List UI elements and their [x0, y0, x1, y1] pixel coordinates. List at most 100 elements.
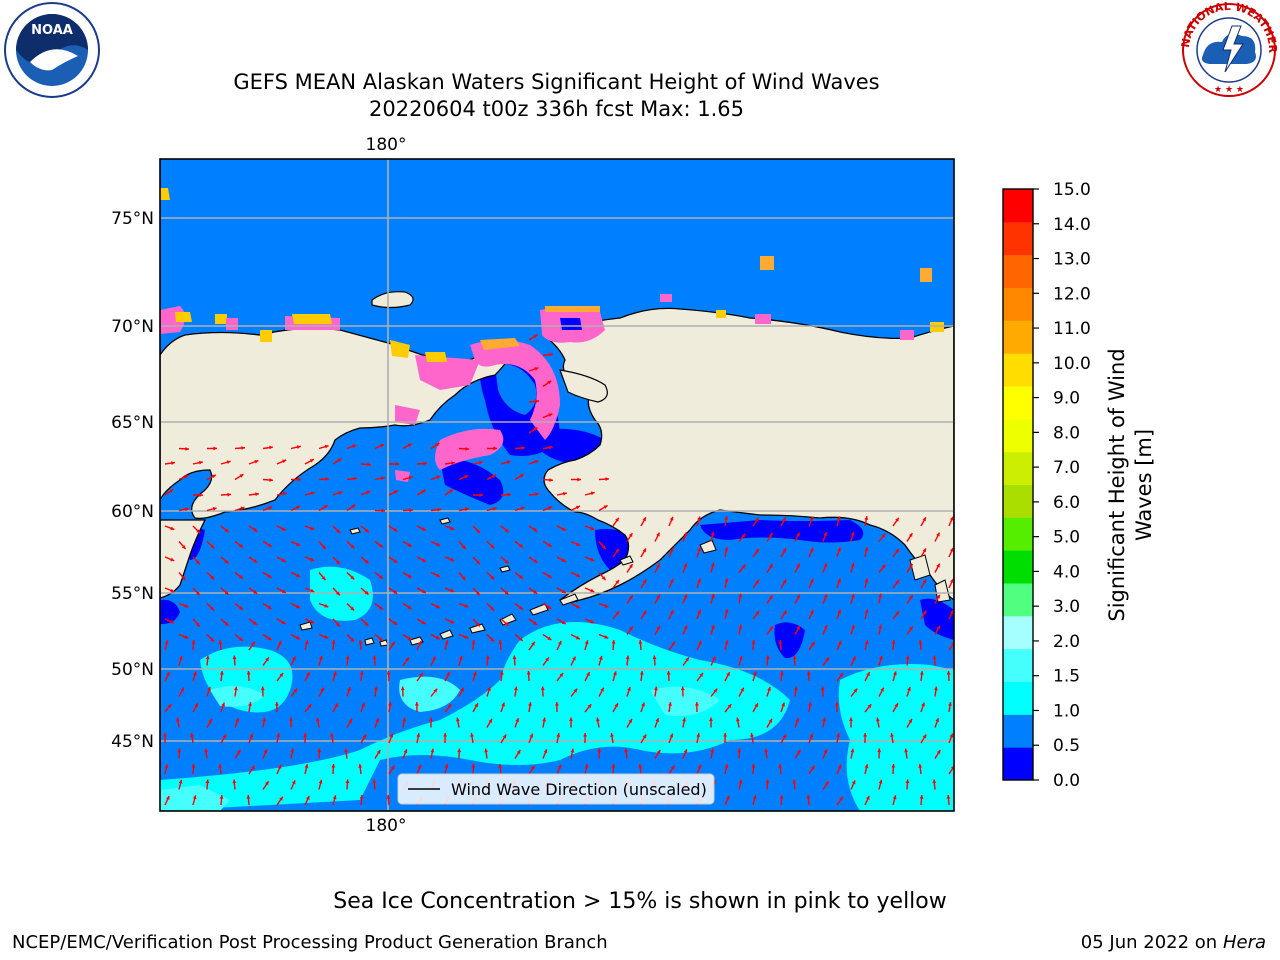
wave-direction-arrow	[768, 810, 771, 811]
wave-direction-arrowhead	[935, 718, 940, 723]
wave-direction-arrowhead	[391, 641, 395, 646]
lat-labels: 75°N 70°N 65°N 60°N 55°N 50°N 45°N	[111, 209, 154, 752]
wave-direction-arrowhead	[393, 621, 398, 625]
wave-direction-arrowhead	[289, 717, 293, 722]
wave-direction-arrowhead	[936, 532, 940, 537]
wave-direction-arrowhead	[211, 474, 216, 479]
wave-direction-arrowhead	[867, 704, 872, 709]
wave-direction-arrowhead	[303, 733, 308, 737]
wave-direction-arrowhead	[908, 533, 913, 538]
wave-direction-arrowhead	[304, 640, 309, 645]
wave-direction-arrowhead	[712, 656, 716, 661]
noaa-logo-text: NOAA	[31, 23, 73, 38]
wave-direction-arrowhead	[239, 543, 244, 548]
wave-direction-arrowhead	[478, 460, 483, 465]
wave-direction-arrowhead	[464, 635, 469, 639]
wave-direction-arrowhead	[436, 542, 441, 546]
wave-direction-arrowhead	[348, 718, 352, 723]
wave-direction-arrowhead	[457, 748, 462, 753]
wave-direction-arrowhead	[604, 635, 609, 639]
wave-direction-arrowhead	[224, 528, 229, 533]
colorbar-tick-label: 12.0	[1053, 284, 1091, 304]
wave-direction-arrowhead	[170, 619, 175, 624]
wave-direction-arrowhead	[590, 619, 595, 624]
wave-direction-arrow	[681, 810, 684, 811]
wave-direction-arrowhead	[306, 672, 310, 677]
wave-direction-arrowhead	[501, 702, 505, 707]
wave-direction-arrowhead	[315, 717, 320, 722]
wave-direction-arrowhead	[768, 564, 773, 569]
wave-direction-arrowhead	[904, 748, 908, 753]
wave-direction-arrowhead	[334, 703, 338, 708]
wave-direction-arrowhead	[751, 640, 756, 644]
wave-direction-arrowhead	[755, 611, 760, 616]
wave-direction-arrow	[319, 812, 323, 821]
wave-direction-arrowhead	[796, 563, 800, 568]
wave-direction-arrowhead	[595, 717, 600, 722]
wave-direction-arrowhead	[615, 548, 619, 553]
wave-direction-arrowhead	[559, 673, 564, 677]
wave-direction-arrowhead	[895, 517, 899, 522]
wave-direction-arrowhead	[753, 671, 757, 676]
wave-direction-arrowhead	[724, 547, 729, 552]
wave-direction-arrowhead	[444, 764, 449, 769]
wave-direction-arrowhead	[949, 516, 954, 521]
wave-direction-arrowhead	[282, 459, 287, 464]
wave-direction-arrowhead	[518, 606, 523, 610]
wave-direction-arrowhead	[642, 548, 646, 553]
wave-direction-arrowhead	[949, 733, 954, 738]
wave-direction-arrowhead	[656, 563, 660, 568]
wave-direction-arrowhead	[407, 443, 412, 448]
wave-direction-arrowhead	[436, 475, 441, 480]
wave-direction-arrowhead	[615, 517, 619, 522]
wave-direction-arrowhead	[600, 687, 604, 692]
wave-direction-arrowhead	[543, 749, 548, 754]
wave-direction-arrowhead	[227, 492, 231, 497]
wave-direction-arrowhead	[628, 718, 632, 723]
wave-direction-arrowhead	[498, 640, 503, 644]
wave-direction-arrowhead	[711, 593, 715, 598]
wave-direction-arrowhead	[755, 517, 759, 522]
wave-direction-arrow	[711, 812, 717, 820]
colorbar-segment	[1003, 714, 1033, 748]
wave-direction-arrowhead	[794, 686, 798, 691]
wave-direction-arrowhead	[461, 545, 466, 549]
lat-label-70: 70°N	[111, 317, 154, 337]
wave-direction-arrowhead	[837, 578, 841, 583]
wave-direction-arrowhead	[291, 780, 296, 785]
wave-direction-arrowhead	[839, 673, 844, 677]
wave-direction-arrowhead	[918, 764, 923, 768]
nws-logo: NATIONAL WEATHER SERVICE ★ ★ ★	[1177, 0, 1279, 97]
wave-direction-arrowhead	[683, 563, 688, 568]
wave-direction-arrowhead	[473, 671, 477, 676]
wave-direction-arrowhead	[249, 733, 254, 738]
wave-direction-arrowhead	[853, 688, 858, 693]
wave-direction-arrowhead	[350, 575, 355, 580]
wave-direction-arrowhead	[372, 655, 377, 660]
aleutian-islands	[299, 517, 634, 647]
svg-text:★ ★ ★: ★ ★ ★	[1214, 85, 1244, 95]
map-frame	[159, 158, 955, 812]
wave-direction-arrowhead	[475, 622, 480, 627]
wave-direction-arrowhead	[823, 532, 828, 537]
wave-direction-arrowhead	[782, 517, 786, 522]
lon-label-top: 180°	[366, 135, 407, 155]
wave-direction-arrowhead	[180, 687, 184, 692]
colorbar-segment	[1003, 189, 1033, 223]
wave-direction-arrowhead	[488, 718, 492, 723]
wave-direction-arrowhead	[547, 543, 552, 547]
wave-direction-arrowhead	[184, 603, 189, 608]
wave-direction-arrowhead	[170, 526, 175, 531]
colorbar-segment	[1003, 451, 1033, 485]
colorbar-tick-label: 3.0	[1053, 597, 1080, 617]
wave-direction-arrow	[208, 810, 211, 811]
wave-direction-arrowhead	[533, 334, 538, 339]
wave-direction-arrowhead	[163, 733, 168, 737]
colorbar-segment	[1003, 550, 1033, 584]
wave-direction-arrow	[935, 810, 937, 811]
wave-direction-arrowhead	[364, 590, 369, 595]
wave-direction-arrowhead	[432, 656, 436, 661]
wave-direction-arrowhead	[281, 527, 286, 531]
wave-direction-arrowhead	[433, 688, 438, 693]
wave-direction-arrowhead	[895, 580, 900, 584]
